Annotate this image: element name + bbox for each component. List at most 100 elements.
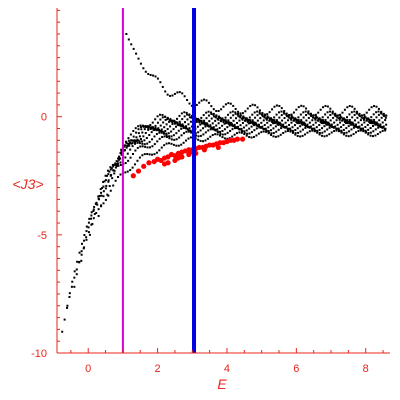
data-point — [359, 127, 362, 130]
data-point — [283, 126, 286, 129]
data-point — [186, 118, 189, 121]
data-point — [278, 116, 281, 119]
data-point — [346, 120, 349, 123]
data-point — [270, 133, 273, 136]
data-point — [174, 125, 177, 128]
data-point — [365, 111, 368, 114]
data-point — [350, 128, 353, 131]
data-point — [294, 117, 297, 120]
data-point — [141, 131, 144, 134]
data-point — [231, 124, 234, 127]
data-point — [236, 113, 239, 116]
data-point — [345, 127, 348, 130]
data-point — [231, 128, 234, 131]
data-point — [119, 173, 122, 176]
data-point — [90, 214, 93, 217]
data-point — [129, 156, 132, 159]
data-point — [112, 169, 115, 172]
data-point — [367, 117, 370, 120]
data-point — [203, 98, 206, 101]
data-point — [261, 115, 264, 118]
data-point — [183, 121, 186, 124]
data-point — [221, 129, 224, 132]
data-point — [118, 157, 121, 160]
data-point — [215, 114, 218, 117]
data-point — [216, 130, 219, 133]
data-point — [324, 122, 327, 125]
data-point — [356, 110, 359, 113]
data-point — [262, 119, 265, 122]
data-point — [372, 121, 375, 124]
data-point — [350, 123, 353, 126]
data-point — [352, 133, 355, 136]
data-point — [213, 128, 216, 131]
data-point — [354, 124, 357, 127]
data-point — [139, 62, 142, 65]
data-point — [328, 133, 331, 136]
data-point — [205, 99, 208, 102]
data-point — [71, 280, 74, 283]
data-point — [299, 113, 302, 116]
data-point — [229, 116, 232, 119]
data-point — [373, 120, 376, 123]
data-point — [93, 205, 96, 208]
data-point — [246, 107, 249, 110]
data-point — [160, 128, 163, 131]
data-point — [299, 121, 302, 124]
data-point — [345, 131, 348, 134]
data-point — [130, 43, 133, 46]
data-point — [166, 128, 169, 131]
data-point — [195, 120, 198, 123]
data-point — [280, 110, 283, 113]
data-point — [177, 144, 180, 147]
data-point — [112, 165, 115, 168]
data-point — [302, 121, 305, 124]
data-point — [154, 127, 157, 130]
data-point — [210, 111, 213, 114]
data-point — [102, 185, 105, 188]
data-point — [323, 121, 326, 124]
data-point — [374, 121, 377, 124]
data-point — [367, 133, 370, 136]
data-point — [110, 167, 113, 170]
data-point — [224, 133, 227, 136]
data-point — [196, 118, 199, 121]
data-point — [362, 117, 365, 120]
data-point — [325, 134, 328, 137]
data-point — [305, 107, 308, 110]
data-point — [375, 116, 378, 119]
data-point — [287, 116, 290, 119]
data-point — [129, 148, 132, 151]
data-point — [253, 123, 256, 126]
data-point — [202, 121, 205, 124]
data-point — [96, 203, 99, 206]
data-point — [136, 141, 139, 144]
data-point — [168, 142, 171, 145]
data-point — [266, 113, 269, 116]
data-point — [171, 119, 174, 122]
data-point — [158, 129, 161, 132]
data-point — [265, 118, 268, 121]
data-point — [290, 121, 293, 124]
data-point — [216, 133, 219, 136]
data-point — [188, 127, 191, 130]
data-point — [379, 131, 382, 134]
red-data-point — [175, 155, 182, 161]
data-point — [180, 127, 183, 130]
data-point — [370, 119, 373, 122]
data-point — [384, 119, 387, 122]
data-point — [124, 156, 127, 159]
data-point — [351, 123, 354, 126]
data-point — [240, 129, 243, 132]
data-point — [324, 113, 327, 116]
data-point — [243, 116, 246, 119]
data-point — [243, 131, 246, 134]
data-point — [249, 122, 252, 125]
data-point — [144, 70, 147, 73]
data-point — [272, 122, 275, 125]
data-point — [289, 127, 292, 130]
data-point — [278, 123, 281, 126]
data-point — [278, 111, 280, 114]
data-point — [370, 122, 373, 125]
data-point — [92, 217, 95, 220]
